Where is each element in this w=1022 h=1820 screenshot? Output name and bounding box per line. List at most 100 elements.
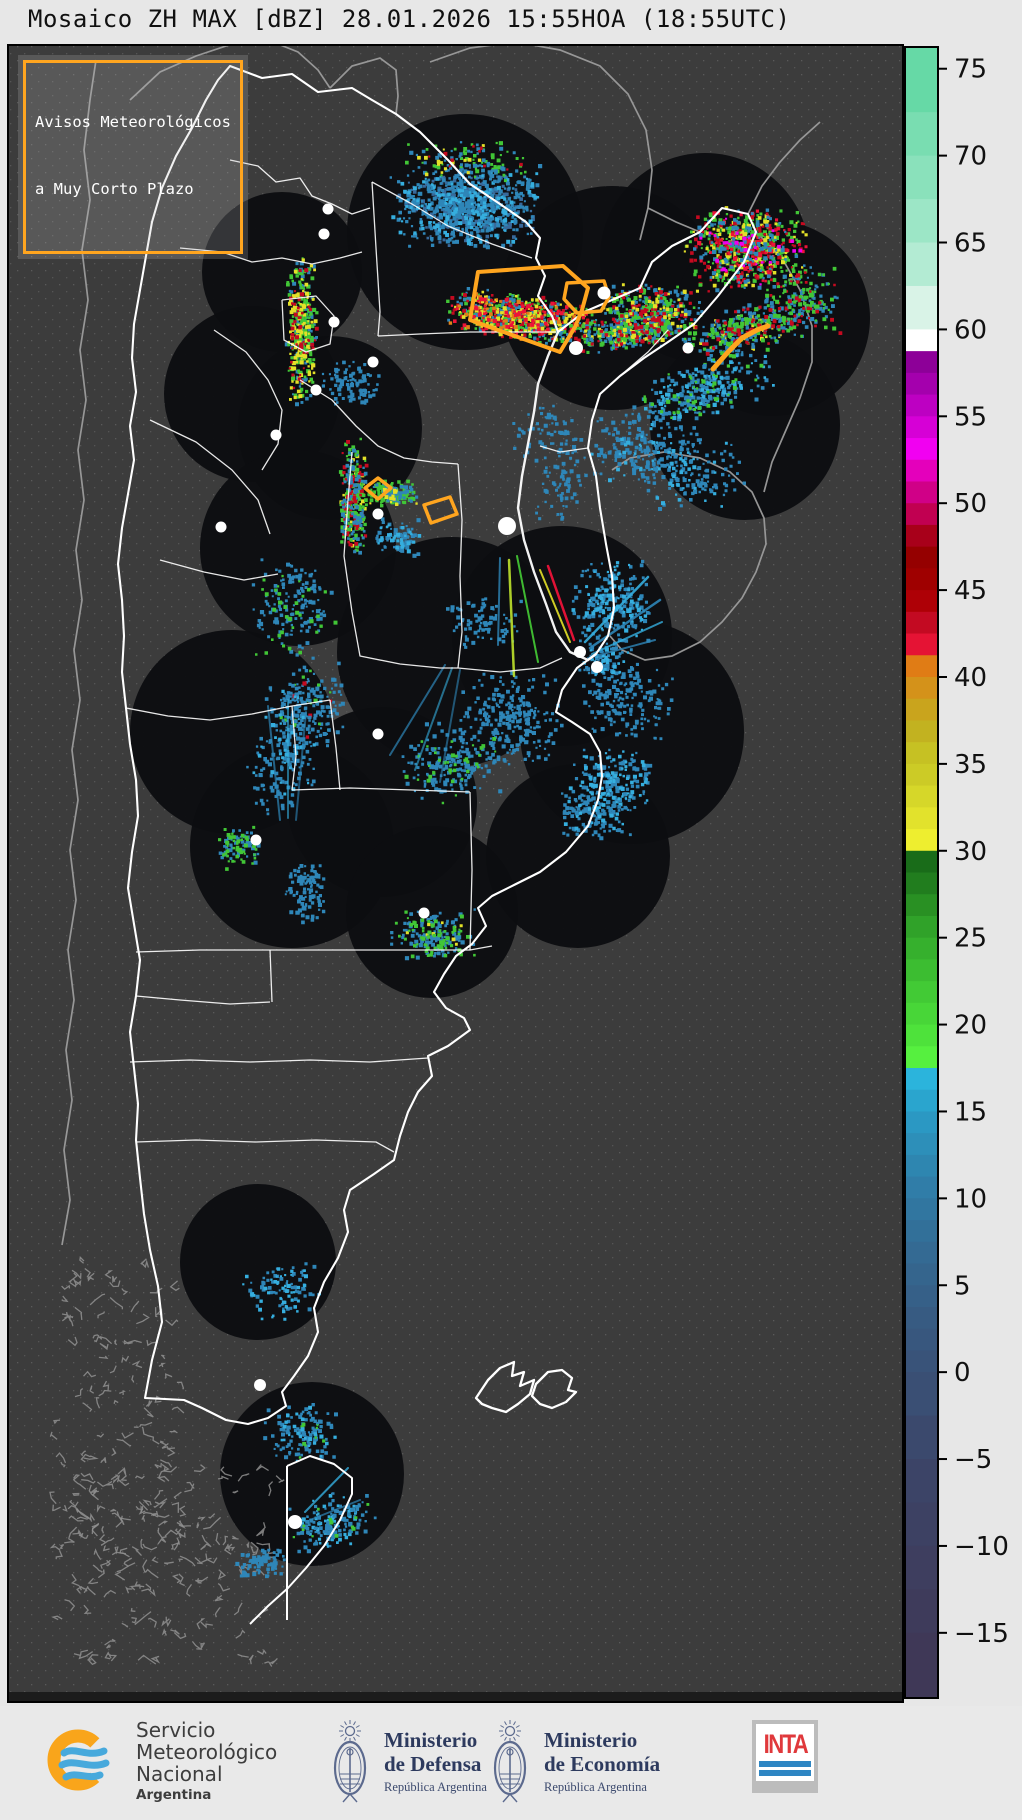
colorbar-segment — [905, 1545, 938, 1590]
colorbar-segment — [905, 742, 938, 765]
colorbar-segment — [905, 850, 938, 874]
radar-coverage-circle — [346, 826, 518, 998]
warning-legend-frame: Avisos Meteorológicos a Muy Corto Plazo — [23, 60, 243, 254]
radar-spoke — [414, 667, 453, 771]
radar-echo-speckles — [512, 404, 584, 460]
neighbor-border — [647, 207, 701, 233]
radar-echo-speckles — [369, 487, 418, 506]
tierra-del-fuego-outline — [249, 1455, 353, 1625]
inta-bar — [759, 1770, 811, 1776]
province-border — [343, 451, 458, 669]
colorbar-segment — [905, 676, 938, 700]
inta-bar — [759, 1761, 811, 1767]
colorbar-tick-label: −10 — [954, 1532, 1009, 1562]
colorbar-tick-label: 30 — [954, 837, 987, 867]
plot-bottom-strip — [8, 1692, 903, 1702]
warning-legend: Avisos Meteorológicos a Muy Corto Plazo — [18, 55, 248, 259]
colorbar-segment — [905, 1328, 938, 1352]
radar-echo-speckles — [450, 297, 588, 336]
province-border — [539, 445, 589, 453]
colorbar-segment — [905, 394, 938, 417]
province-border — [281, 295, 335, 353]
radar-site-dot — [310, 384, 322, 396]
colorbar-segment — [905, 1415, 938, 1460]
colorbar-segment — [905, 155, 938, 200]
warning-polygon — [363, 476, 393, 501]
colorbar-segment — [905, 416, 938, 439]
radar-spoke — [389, 664, 446, 756]
province-border — [159, 559, 279, 581]
colorbar-tick-label: 70 — [954, 142, 987, 172]
ministerio-defensa-block: Ministerio de Defensa República Argentin… — [326, 1716, 487, 1808]
radar-coverage-circle — [486, 764, 670, 948]
radar-echo-speckles — [581, 314, 672, 353]
colorbar-tick-label: 0 — [954, 1358, 971, 1388]
colorbar-segment — [905, 829, 938, 852]
coat-of-arms-icon — [333, 1720, 367, 1803]
radar-echo-speckles — [561, 789, 632, 841]
radar-site-dot — [597, 286, 611, 300]
province-border — [135, 995, 271, 1005]
radar-echo-speckles — [404, 737, 497, 805]
colorbar-segment — [905, 1350, 938, 1373]
sun-ray — [353, 1736, 356, 1741]
radar-site-dot — [328, 316, 340, 328]
radar-spoke — [309, 1499, 361, 1521]
colorbar-segment — [905, 894, 938, 917]
colorbar-segment — [905, 698, 938, 722]
province-border — [329, 699, 341, 791]
radar-echo-speckles — [281, 656, 345, 748]
province-border — [291, 705, 297, 791]
colorbar-segment — [905, 351, 938, 374]
neighbor-border — [61, 59, 97, 1246]
sun-ray — [504, 1736, 507, 1741]
arms-foot — [502, 1793, 511, 1803]
radar-echo-speckles — [288, 268, 319, 390]
smn-name-line: Servicio — [136, 1718, 216, 1742]
colorbar-segment — [905, 1046, 938, 1069]
sun-ray — [353, 1721, 356, 1726]
neighbor-border — [429, 45, 653, 241]
colorbar-segment — [905, 633, 938, 656]
colorbar-tick-label: −5 — [954, 1445, 992, 1475]
radar-echo-speckles — [582, 668, 674, 741]
colorbar-tick-label: 65 — [954, 229, 987, 259]
radar-site-dot — [322, 203, 334, 215]
colorbar-segment — [905, 981, 938, 1004]
radar-echo-speckles — [608, 283, 703, 339]
sun-ray — [344, 1736, 347, 1741]
radar-spoke — [267, 705, 281, 821]
colorbar-segment — [905, 1459, 938, 1504]
colorbar-segment — [905, 959, 938, 982]
coat-of-arms-icon — [493, 1720, 527, 1803]
smn-name-line: Nacional — [136, 1762, 223, 1786]
inta-label: INTA — [763, 1729, 809, 1759]
colorbar-segment — [905, 1154, 938, 1178]
warning-legend-line1: Avisos Meteorológicos — [35, 112, 231, 131]
sun-ray — [513, 1736, 516, 1741]
colorbar-segment — [905, 1198, 938, 1221]
colorbar-frame — [904, 46, 939, 1699]
radar-echo-speckles — [534, 445, 588, 521]
radar-spoke — [588, 598, 662, 650]
colorbar-segment — [905, 199, 938, 244]
colorbar-segment — [905, 1285, 938, 1308]
inta-logo-block: INTA — [752, 1720, 818, 1793]
radar-echo-speckles — [284, 864, 326, 925]
radar-spoke — [295, 711, 307, 821]
colorbar-segment — [905, 1068, 938, 1091]
colorbar-segment — [905, 1024, 938, 1047]
colorbar-tick-label: 50 — [954, 489, 987, 519]
province-border — [371, 181, 533, 259]
colorbar-tick-label: 10 — [954, 1184, 987, 1214]
colorbar-segment — [905, 785, 938, 808]
colorbar-segment — [905, 242, 938, 287]
province-border — [149, 419, 271, 535]
province-border — [457, 657, 563, 673]
radar-site-dot — [270, 429, 282, 441]
warning-polygon — [710, 323, 771, 372]
arms-cap — [506, 1748, 514, 1756]
colorbar-segment — [905, 937, 938, 960]
colorbar-tick-label: 35 — [954, 750, 987, 780]
